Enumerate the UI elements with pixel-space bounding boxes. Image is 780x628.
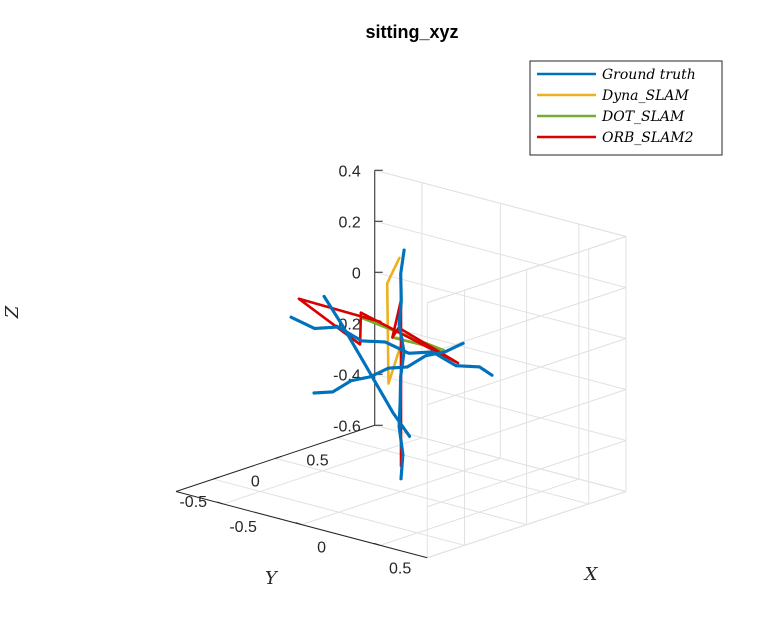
grid-line-z xyxy=(374,322,627,390)
legend-label-dot-slam: DOT_SLAM xyxy=(601,109,685,125)
legend-label-ground-truth: Ground truth xyxy=(602,67,696,83)
y-tick-label: 0.5 xyxy=(306,453,328,470)
grid-line-z xyxy=(427,287,627,355)
grid-line-z xyxy=(427,440,627,508)
y-tick-mark xyxy=(337,435,344,439)
x-tick-label: -0.5 xyxy=(229,519,257,536)
series-dot-slam xyxy=(359,316,446,352)
grid-line-y xyxy=(213,478,465,546)
legend-label-orb-slam2: ORB_SLAM2 xyxy=(602,130,694,146)
grid-line-z xyxy=(374,169,627,237)
z-tick-label: 0.4 xyxy=(339,163,361,180)
series-line-dot-slam xyxy=(359,316,446,352)
grid-line-z xyxy=(427,236,627,304)
y-tick-mark xyxy=(275,455,282,459)
x-axis-label: X xyxy=(583,564,599,585)
y-tick-label: -0.5 xyxy=(179,494,207,511)
x-tick-mark xyxy=(373,542,381,546)
series-line-ground-truth xyxy=(312,341,465,395)
legend-label-dyna-slam: Dyna_SLAM xyxy=(601,88,689,104)
legend: Ground truth Dyna_SLAM DOT_SLAM ORB_SLAM2 xyxy=(529,60,723,156)
series-ground-truth xyxy=(289,248,494,481)
y-axis-label: Y xyxy=(265,568,279,589)
grid-line-z xyxy=(374,373,627,441)
grid-line-z xyxy=(374,271,627,339)
y-tick-mark xyxy=(213,476,220,480)
grid-line-z xyxy=(427,338,627,406)
y-tick-label: 0 xyxy=(251,473,260,490)
z-tick-label: 0.2 xyxy=(339,214,361,231)
grid xyxy=(213,169,627,559)
series-line-ground-truth xyxy=(289,315,494,377)
legend-box xyxy=(529,60,723,156)
grid-line-z xyxy=(374,424,627,492)
series-lines xyxy=(289,248,494,481)
x-tick-label: 0.5 xyxy=(389,560,411,577)
grid-line-z xyxy=(427,389,627,457)
grid-line-z xyxy=(427,491,627,559)
grid-line-y xyxy=(337,437,589,505)
z-tick-label: -0.6 xyxy=(333,418,361,435)
series-line-ground-truth xyxy=(322,294,412,439)
z-axis-label: Z xyxy=(2,305,23,319)
series-line-ground-truth xyxy=(397,248,406,481)
tick-labels: 0.40.20-0.2-0.4-0.60.50-0.5-0.500.5 xyxy=(179,163,411,577)
axes xyxy=(175,169,428,559)
x-tick-label: 0 xyxy=(317,540,326,557)
grid-line-z xyxy=(374,220,627,288)
x-tick-mark xyxy=(216,501,224,505)
series-orb-slam2 xyxy=(297,286,460,468)
chart-title: sitting_xyz xyxy=(365,22,458,42)
grid-line-y xyxy=(275,457,527,526)
series-line-orb-slam2 xyxy=(297,286,460,468)
x-tick-mark xyxy=(295,522,302,526)
z-tick-label: 0 xyxy=(352,265,361,282)
